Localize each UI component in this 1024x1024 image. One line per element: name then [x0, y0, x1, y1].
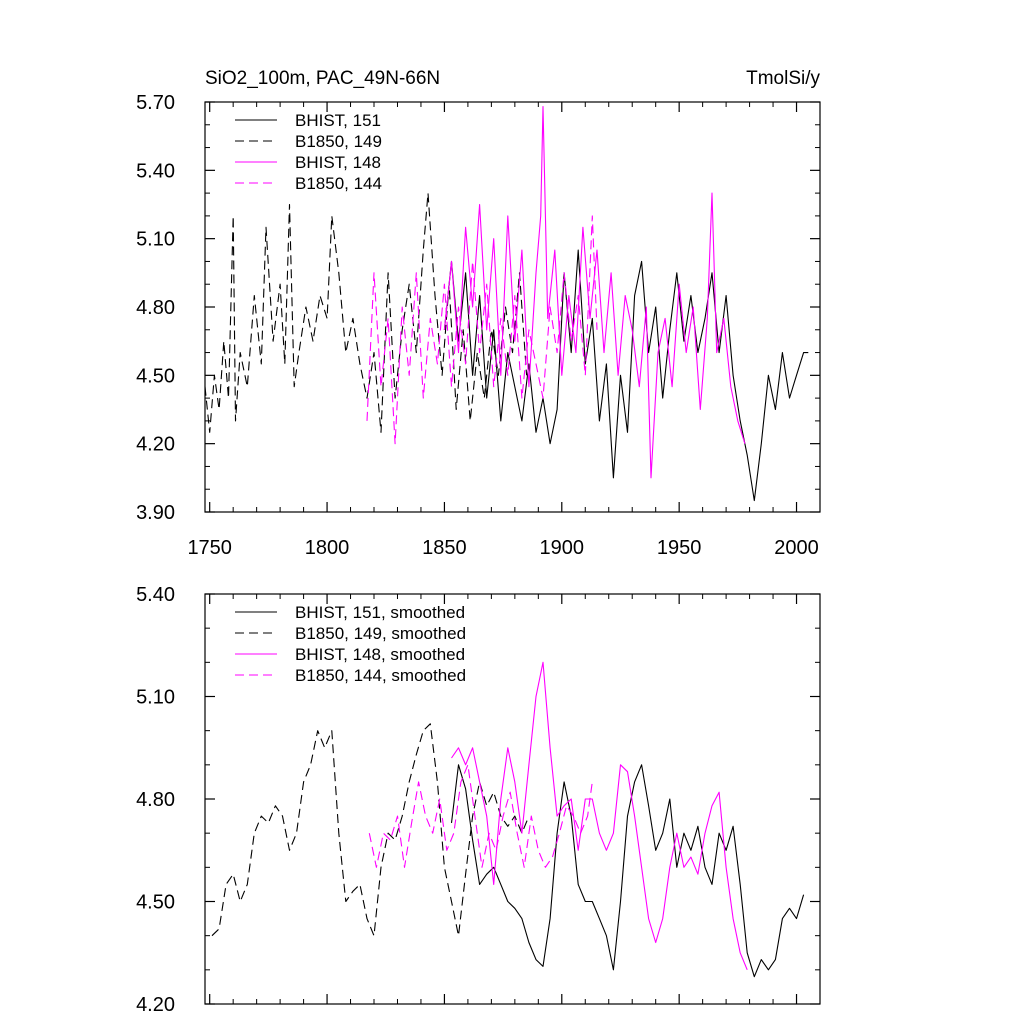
top-plot-panel: 3.90 4.20 4.50 4.80 5.10 5.40 5.70 1750 1800 1850…	[136, 92, 821, 559]
bottom-ytick-label: 4.20	[136, 994, 175, 1016]
top-series-line-0	[443, 249, 809, 502]
bottom-series-line-3	[368, 764, 593, 868]
bottom-ytick-label: 4.50	[136, 892, 175, 914]
top-legend-label-1: B1850, 149	[295, 132, 382, 151]
top-ytick-label: 5.40	[136, 160, 175, 182]
bottom-ytick-label: 4.80	[136, 789, 175, 811]
top-xtick-label: 1850	[422, 537, 467, 559]
top-legend-label-3: B1850, 144	[295, 174, 382, 193]
top-ytick-label: 3.90	[136, 502, 175, 524]
top-ytick-label: 5.70	[136, 92, 175, 114]
bottom-series-line-2	[451, 661, 748, 971]
top-ytick-label: 4.50	[136, 365, 175, 387]
top-xtick-label: 1900	[540, 537, 585, 559]
top-xtick-label: 1950	[657, 537, 702, 559]
bottom-legend-label-3: B1850, 144, smoothed	[295, 666, 466, 685]
top-series-line-3	[366, 215, 598, 445]
bottom-plot-panel: 4.20 4.50 4.80 5.10 5.40 BHIST, 151, smoothed…	[136, 584, 821, 1016]
chart-title-left: SiO2_100m, PAC_49N-66N	[205, 68, 440, 89]
top-ytick-label: 5.10	[136, 229, 175, 251]
top-series-line-1	[204, 192, 528, 433]
top-xtick-label: 2000	[774, 537, 819, 559]
bottom-series-line-1	[211, 723, 530, 937]
top-ytick-label: 4.20	[136, 434, 175, 456]
bottom-series-line-0	[450, 764, 805, 978]
bottom-legend-label-2: BHIST, 148, smoothed	[295, 645, 465, 664]
bottom-legend-label-1: B1850, 149, smoothed	[295, 624, 466, 643]
top-xtick-label: 1800	[305, 537, 350, 559]
top-legend-label-0: BHIST, 151	[295, 111, 381, 130]
bottom-ytick-label: 5.10	[136, 687, 175, 709]
top-series-line-2	[443, 106, 746, 479]
chart-units-label: TmolSi/y	[746, 68, 820, 89]
top-legend-label-2: BHIST, 148	[295, 153, 381, 172]
top-xtick-label: 1750	[187, 537, 232, 559]
bottom-legend-label-0: BHIST, 151, smoothed	[295, 603, 465, 622]
top-ytick-label: 4.80	[136, 297, 175, 319]
bottom-ytick-label: 5.40	[136, 584, 175, 606]
